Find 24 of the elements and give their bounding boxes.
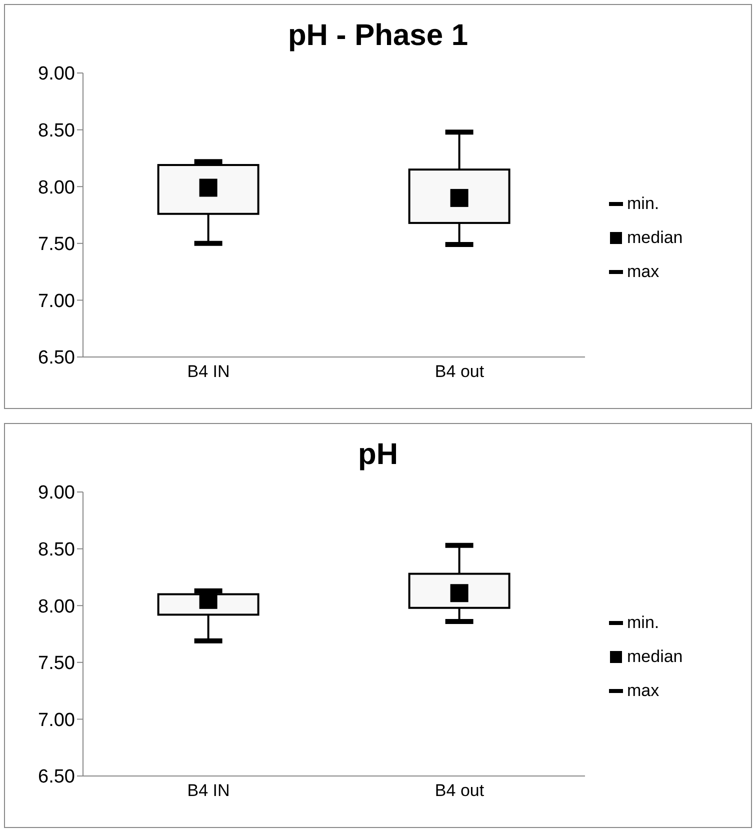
x-tick-label: B4 out — [434, 362, 484, 382]
text: min. — [627, 613, 660, 633]
x-tick-label: B4 IN — [187, 362, 230, 382]
y-tick-label: 9.00 — [38, 64, 75, 85]
y-tick-label: 9.00 — [38, 482, 75, 504]
y-tick-label: 6.50 — [38, 766, 75, 788]
y-tick-label: 7.50 — [38, 234, 75, 256]
y-tick-label: 8.50 — [38, 540, 75, 561]
y-tick-label: 8.50 — [38, 120, 75, 142]
text: median — [627, 228, 683, 248]
y-tick-label: 7.50 — [38, 653, 75, 674]
chart-title: pH — [357, 437, 399, 473]
text: median — [627, 647, 683, 667]
text: max — [627, 681, 660, 701]
y-tick-label: 8.00 — [38, 596, 75, 618]
text: min. — [627, 194, 660, 214]
y-tick-label: 7.00 — [38, 290, 75, 312]
x-tick-label: B4 out — [434, 781, 484, 800]
chart-title: pH - Phase 1 — [286, 18, 470, 54]
x-tick-label: B4 IN — [187, 781, 230, 800]
y-tick-label: 7.00 — [38, 710, 75, 731]
text: max — [627, 262, 660, 282]
y-tick-label: 8.00 — [38, 177, 75, 198]
y-tick-label: 6.50 — [38, 348, 75, 369]
